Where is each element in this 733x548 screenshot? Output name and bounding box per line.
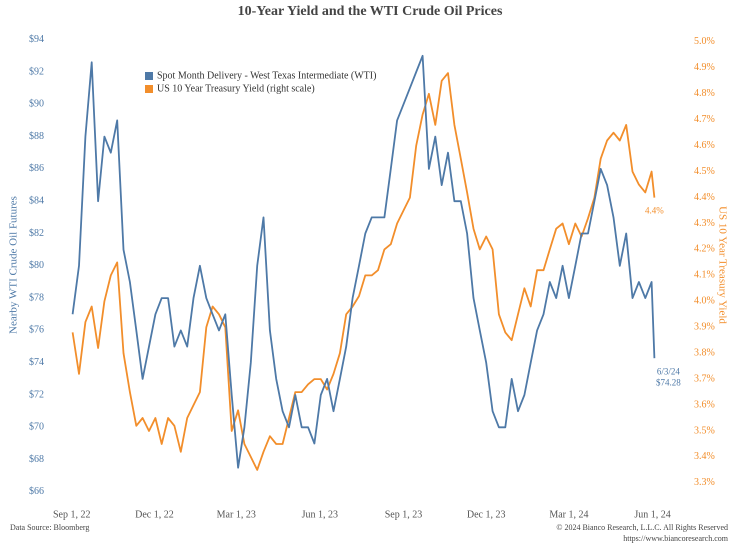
x-tick-label: Dec 1, 23 — [467, 509, 506, 520]
y2-tick-label: 4.6% — [694, 140, 715, 151]
y2-tick-label: 3.4% — [694, 451, 715, 462]
y2-tick-label: 3.9% — [694, 322, 715, 333]
x-tick-label: Sep 1, 23 — [385, 509, 423, 520]
x-tick-label: Mar 1, 24 — [549, 509, 588, 520]
legend-label: Spot Month Delivery - West Texas Interme… — [157, 70, 376, 81]
y-axis-label: Nearby WTI Crude Oil Futures — [8, 196, 20, 334]
y-tick-label: $92 — [29, 66, 44, 77]
line-series — [71, 72, 656, 471]
source: Data Source: Bloomberg — [10, 523, 89, 532]
url: https://www.biancoresearch.com — [623, 534, 729, 543]
annotation: 4.4% — [645, 206, 664, 216]
y2-tick-label: 3.8% — [694, 347, 715, 358]
y2-tick-label: 3.3% — [694, 477, 715, 488]
y-tick-label: $76 — [29, 325, 44, 336]
y2-tick-label: 4.1% — [694, 270, 715, 281]
y2-tick-label: 4.8% — [694, 88, 715, 99]
y-tick-label: $82 — [29, 228, 44, 239]
y-tick-label: $88 — [29, 131, 44, 142]
x-tick-label: Dec 1, 22 — [135, 509, 174, 520]
y2-tick-label: 3.7% — [694, 373, 715, 384]
legend-swatch — [145, 72, 153, 80]
legend-label: US 10 Year Treasury Yield (right scale) — [157, 83, 315, 94]
y2-tick-label: 4.9% — [694, 62, 715, 73]
y-tick-label: $86 — [29, 163, 44, 174]
x-tick-label: Sep 1, 22 — [53, 509, 91, 520]
y2-axis-label: US 10 Year Treasury Yield — [716, 206, 728, 324]
chart-title: 10-Year Yield and the WTI Crude Oil Pric… — [238, 4, 503, 19]
y-tick-label: $74 — [29, 357, 44, 368]
y2-tick-label: 4.4% — [694, 192, 715, 203]
legend-swatch — [145, 85, 153, 93]
y2-tick-label: 3.5% — [694, 425, 715, 436]
x-tick-label: Mar 1, 23 — [217, 509, 256, 520]
y-tick-label: $90 — [29, 99, 44, 110]
y-tick-label: $70 — [29, 422, 44, 433]
y2-tick-label: 4.3% — [694, 218, 715, 229]
y-tick-label: $68 — [29, 454, 44, 465]
line-series — [71, 54, 656, 469]
copyright: © 2024 Bianco Research, L.L.C. All Right… — [556, 523, 728, 532]
y-tick-label: $84 — [29, 195, 44, 206]
y-tick-label: $94 — [29, 34, 44, 45]
y2-tick-label: 4.7% — [694, 114, 715, 125]
y2-tick-label: 3.6% — [694, 399, 715, 410]
y2-tick-label: 5.0% — [694, 36, 715, 47]
y2-tick-label: 4.2% — [694, 244, 715, 255]
y-tick-label: $78 — [29, 292, 44, 303]
y2-tick-label: 4.0% — [694, 296, 715, 307]
x-tick-label: Jun 1, 24 — [634, 509, 670, 520]
y2-tick-label: 4.5% — [694, 166, 715, 177]
y-tick-label: $80 — [29, 260, 44, 271]
y-tick-label: $72 — [29, 389, 44, 400]
y-tick-label: $66 — [29, 486, 44, 497]
x-tick-label: Jun 1, 23 — [302, 509, 338, 520]
annotation: $74.28 — [656, 377, 681, 387]
annotation: 6/3/24 — [657, 366, 681, 376]
